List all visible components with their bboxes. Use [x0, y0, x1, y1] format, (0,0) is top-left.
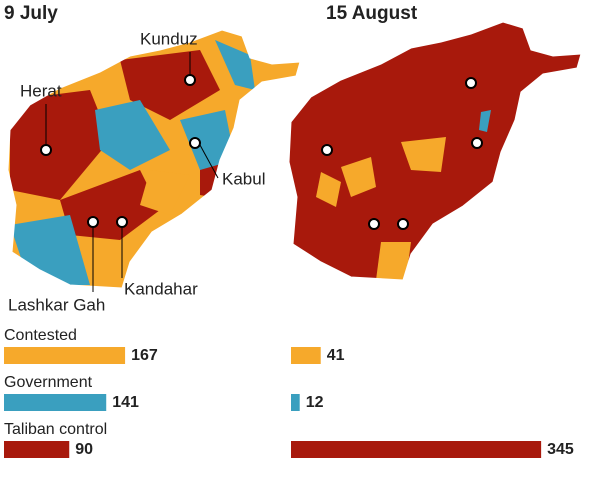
bar: [291, 394, 300, 411]
value-label: 90: [75, 441, 93, 458]
value-label: 12: [306, 394, 324, 411]
map-9-july: [7, 29, 301, 292]
city-label: Herat: [20, 81, 62, 100]
panel-title: 15 August: [326, 3, 418, 24]
bar: [4, 441, 70, 458]
map-15-august: [288, 21, 582, 281]
value-label: 41: [327, 347, 345, 364]
category-label: Taliban control: [4, 421, 107, 438]
bar: [291, 441, 542, 458]
city-label: Kandahar: [124, 279, 198, 298]
city-label: Kunduz: [140, 29, 198, 48]
category-label: Government: [4, 374, 93, 391]
city-label: Kabul: [222, 169, 265, 188]
value-label: 167: [131, 347, 158, 364]
value-label: 345: [547, 441, 574, 458]
city-label: Lashkar Gah: [8, 295, 105, 314]
bar: [4, 347, 126, 364]
bar: [4, 394, 107, 411]
panel-title: 9 July: [4, 3, 58, 24]
bar: [291, 347, 321, 364]
category-label: Contested: [4, 327, 77, 344]
value-label: 141: [112, 394, 139, 411]
